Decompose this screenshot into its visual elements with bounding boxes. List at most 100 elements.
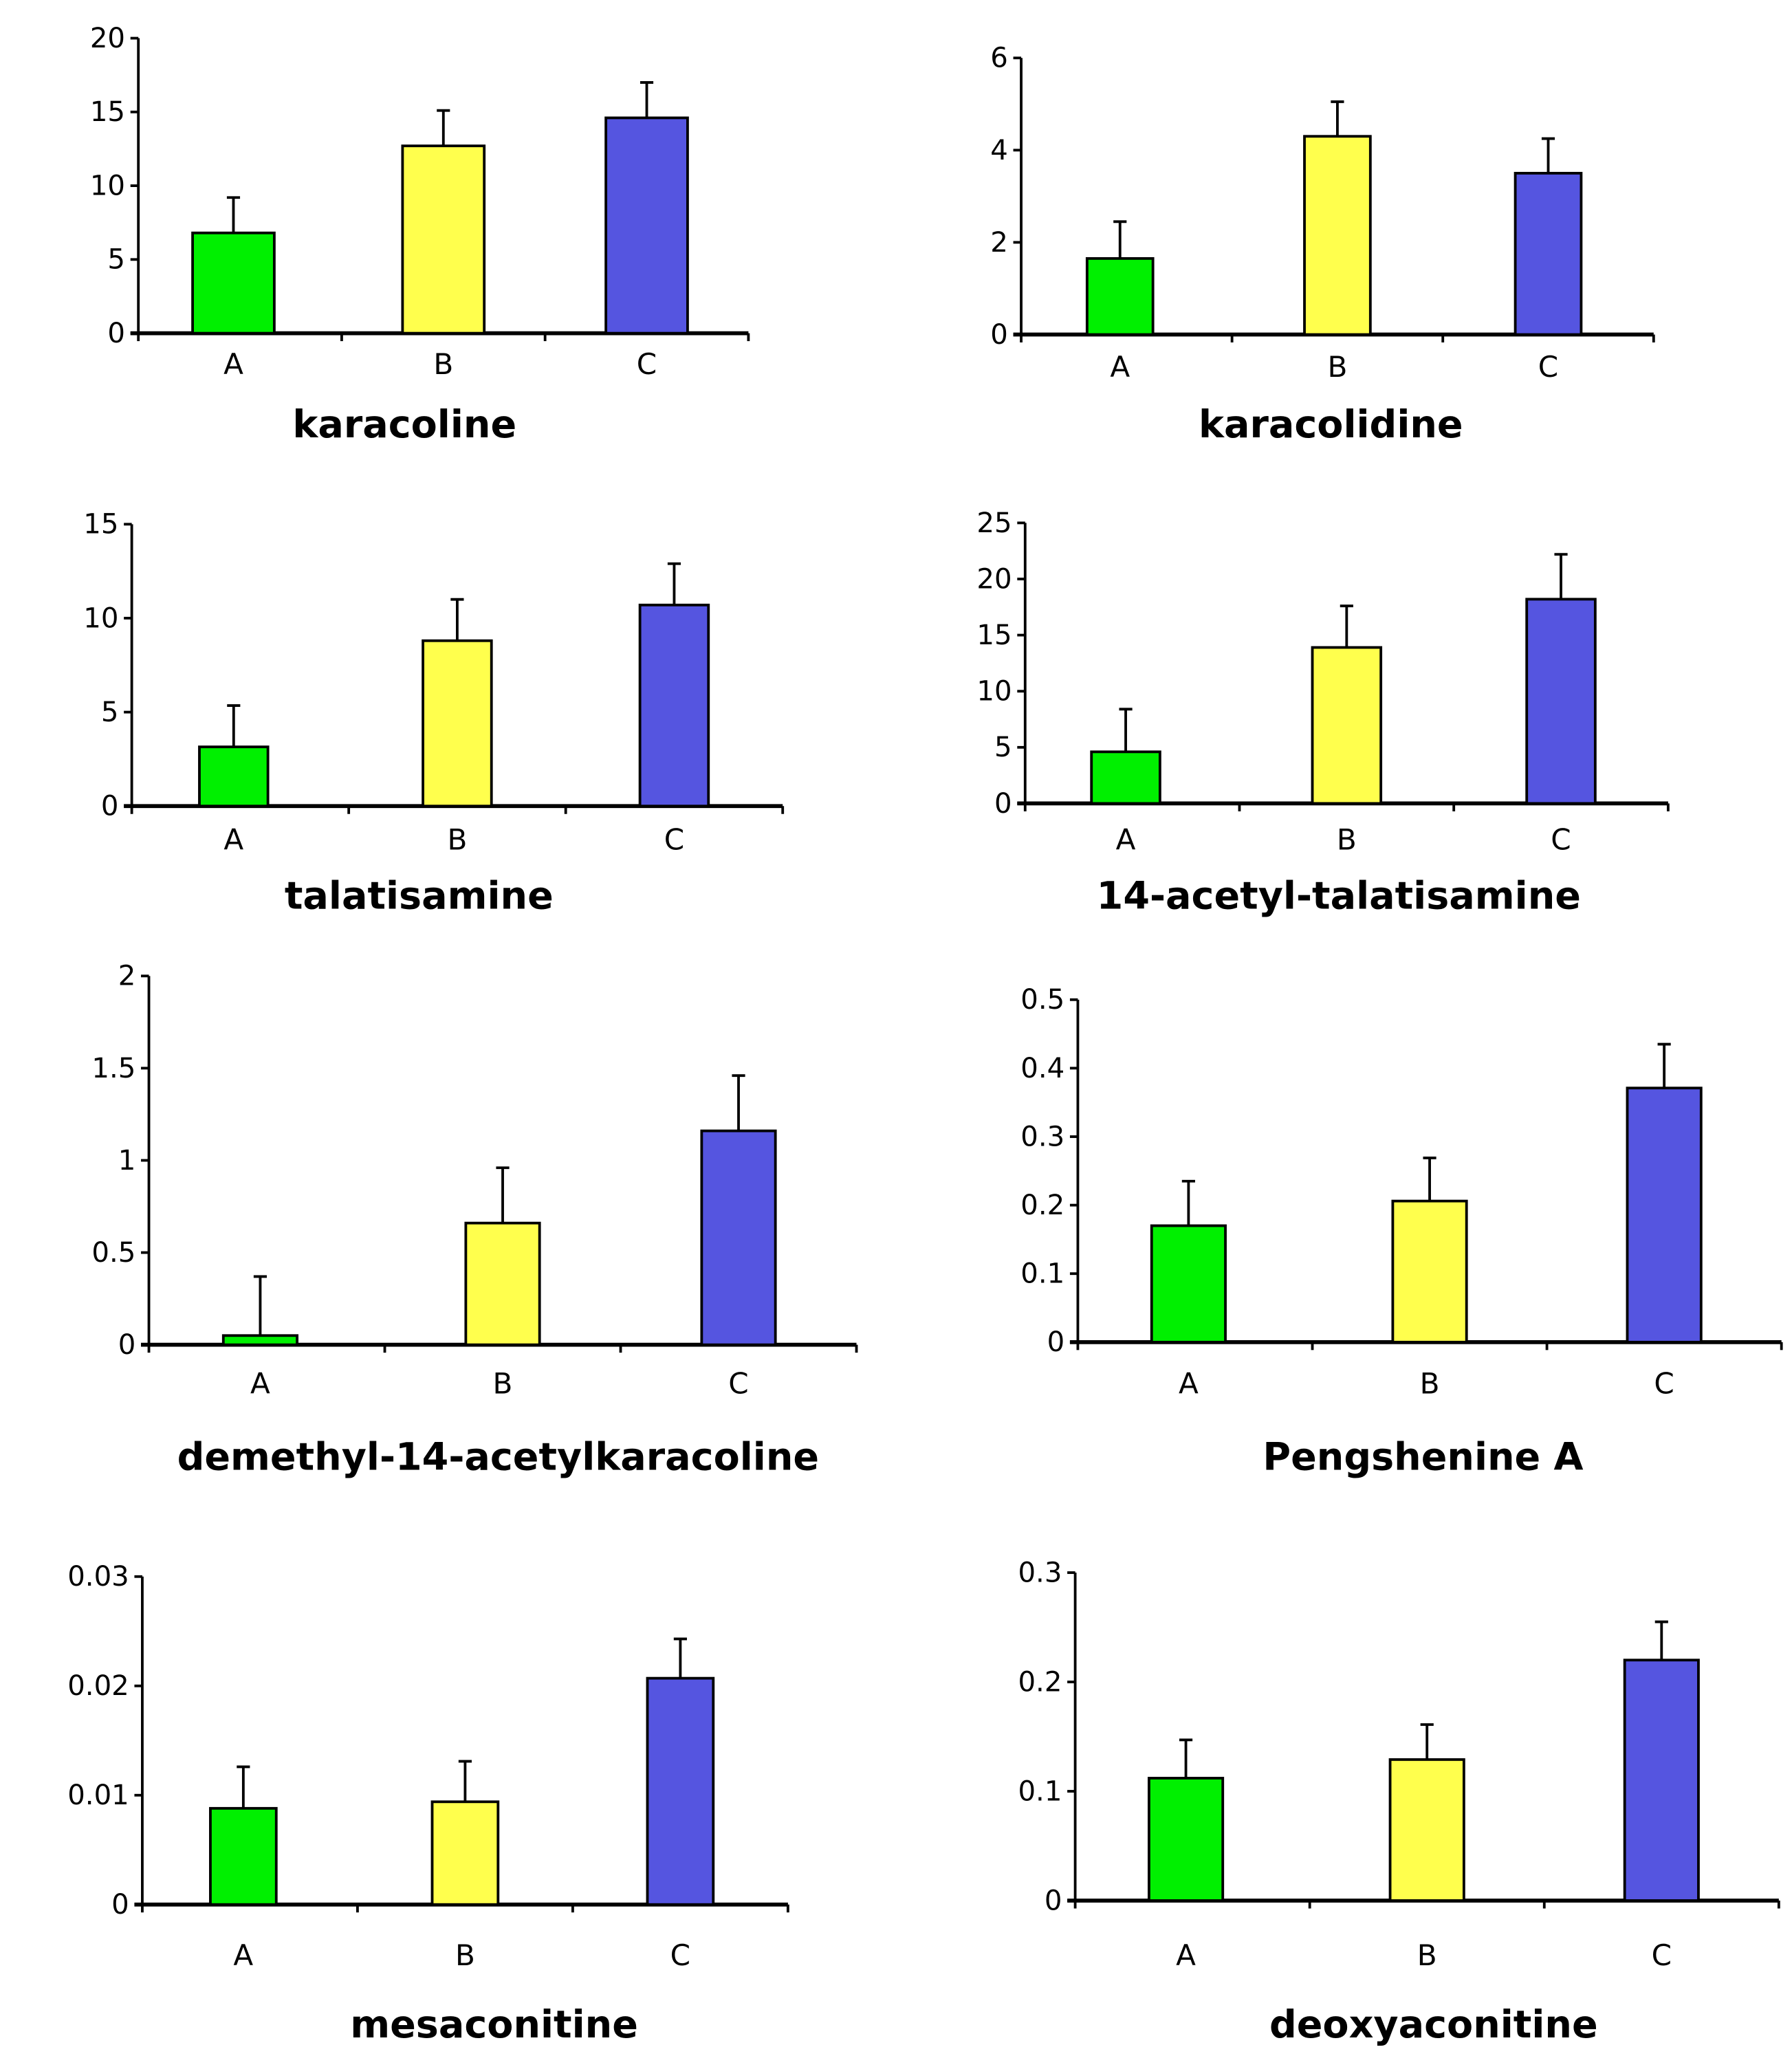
y-tick-label: 0 — [990, 319, 1008, 351]
chart-title: karacolidine — [1199, 402, 1463, 447]
x-category-label: C — [728, 1367, 748, 1401]
chart-panel-14-acetyl-talatisamine: 0 5 10 15 20 25 A B C 14-acetyl-talatisamine — [976, 507, 1670, 919]
x-category-label: C — [1538, 350, 1558, 384]
x-category-label: B — [455, 1938, 475, 1972]
bar-C — [604, 116, 689, 335]
y-tick-label: 0.3 — [1020, 1121, 1064, 1152]
y-tick-label: 5 — [101, 697, 119, 728]
y-tick-label: 10 — [90, 170, 125, 201]
chart-title: 14-acetyl-talatisamine — [1097, 874, 1581, 919]
y-tick-label: 0.4 — [1020, 1053, 1064, 1084]
bar-A — [1085, 256, 1155, 336]
bar-B — [464, 1221, 541, 1346]
bar-A — [198, 745, 270, 808]
bar-C — [1525, 598, 1597, 805]
bar-C — [1626, 1086, 1703, 1344]
y-tick-label: 4 — [990, 135, 1008, 166]
chart-title: talatisamine — [285, 874, 554, 919]
x-category-label: A — [223, 347, 243, 381]
bar-B — [401, 144, 486, 335]
y-tick-label: 0 — [1045, 1885, 1062, 1916]
bar-C — [638, 603, 710, 808]
y-tick-label: 10 — [83, 602, 118, 634]
y-tick-label: 0.5 — [1020, 984, 1064, 1016]
y-tick-label: 1.5 — [91, 1053, 135, 1084]
y-tick-label: 15 — [90, 96, 125, 128]
bar-A — [1150, 1224, 1227, 1344]
y-tick-label: 0.1 — [1018, 1775, 1062, 1807]
y-tick-label: 1 — [118, 1145, 136, 1177]
y-tick-label: 2 — [118, 961, 136, 992]
y-tick-label: 0.02 — [67, 1670, 129, 1702]
y-tick-label: 0 — [994, 788, 1012, 820]
x-category-label: C — [1654, 1367, 1674, 1401]
bar-A — [1147, 1777, 1225, 1902]
chart-title: deoxyaconitine — [1269, 2002, 1598, 2047]
bar-B — [1391, 1199, 1468, 1344]
x-category-label: B — [493, 1367, 513, 1401]
x-category-label: B — [1417, 1938, 1437, 1972]
y-tick-label: 5 — [994, 732, 1012, 763]
x-category-label: C — [1652, 1938, 1672, 1972]
chart-panel-pengshenine-a: 0 0.1 0.2 0.3 0.4 0.5 A B C Pengshenine A — [1020, 984, 1783, 1480]
y-tick-label: 15 — [976, 620, 1012, 651]
x-category-label: B — [1327, 350, 1347, 384]
bar-C — [646, 1676, 715, 1906]
y-tick-label: 0.03 — [67, 1561, 129, 1593]
x-category-label: C — [637, 347, 657, 381]
bar-B — [1388, 1758, 1465, 1902]
bar-A — [191, 231, 276, 335]
y-tick-label: 20 — [90, 23, 125, 54]
x-category-label: B — [447, 822, 467, 856]
x-category-label: A — [1176, 1938, 1196, 1972]
y-tick-label: 0 — [111, 1889, 129, 1921]
y-tick-label: 10 — [976, 676, 1012, 708]
x-category-label: A — [1116, 822, 1136, 856]
bar-A — [221, 1334, 299, 1346]
bar-C — [700, 1129, 777, 1346]
x-category-label: A — [1179, 1367, 1199, 1401]
y-tick-label: 0 — [107, 318, 125, 349]
y-tick-label: 0.1 — [1020, 1258, 1064, 1290]
y-tick-label: 0.5 — [91, 1237, 135, 1269]
bar-B — [1303, 135, 1372, 336]
y-tick-label: 0.01 — [67, 1780, 129, 1811]
y-tick-label: 6 — [990, 43, 1008, 74]
x-category-label: B — [1420, 1367, 1440, 1401]
chart-title: demethyl-14-acetylkaracoline — [177, 1435, 819, 1480]
x-category-label: A — [250, 1367, 270, 1401]
x-category-label: A — [223, 822, 243, 856]
bar-C — [1514, 171, 1583, 336]
y-tick-label: 0.2 — [1018, 1666, 1062, 1698]
bar-A — [1090, 750, 1161, 805]
bar-B — [1311, 646, 1383, 805]
x-category-label: A — [1110, 350, 1130, 384]
x-category-label: C — [664, 822, 684, 856]
chart-title: karacoline — [292, 402, 516, 447]
bar-B — [430, 1800, 500, 1906]
x-category-label: A — [233, 1938, 253, 1972]
y-tick-label: 25 — [976, 507, 1012, 539]
x-category-label: C — [1551, 822, 1571, 856]
chart-title: mesaconitine — [350, 2002, 638, 2047]
y-tick-label: 0 — [101, 791, 119, 822]
y-tick-label: 0 — [1047, 1326, 1065, 1358]
x-category-label: B — [1337, 822, 1357, 856]
bar-A — [209, 1806, 278, 1906]
bar-C — [1623, 1659, 1700, 1902]
y-tick-label: 0.3 — [1018, 1557, 1062, 1588]
y-tick-label: 20 — [976, 563, 1012, 595]
y-tick-label: 0.2 — [1020, 1190, 1064, 1221]
chart-title: Pengshenine A — [1263, 1435, 1583, 1480]
x-category-label: C — [670, 1938, 690, 1972]
y-tick-label: 2 — [990, 227, 1008, 259]
y-tick-label: 5 — [107, 244, 125, 276]
y-tick-label: 0 — [118, 1329, 136, 1361]
